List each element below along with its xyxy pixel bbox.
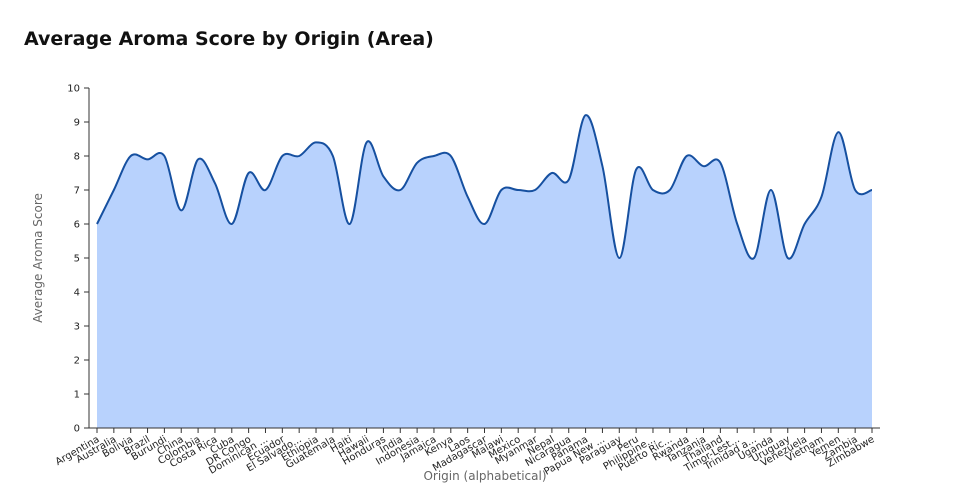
y-tick-label: 9 <box>74 118 80 129</box>
y-tick-label: 6 <box>74 220 80 231</box>
y-tick-label: 4 <box>74 288 80 299</box>
series-line <box>96 114 873 260</box>
y-tick-label: 8 <box>74 152 80 163</box>
y-tick-label: 2 <box>74 356 80 367</box>
chart-title: Average Aroma Score by Origin (Area) <box>24 28 434 50</box>
y-tick-label: 10 <box>67 84 80 95</box>
y-tick-label: 5 <box>74 254 80 265</box>
x-axis-label: Origin (alphabetical) <box>423 469 546 483</box>
y-tick-label: 1 <box>74 390 80 401</box>
y-tick-label: 7 <box>74 186 80 197</box>
y-axis: 0 1 2 3 4 5 6 7 8 9 10 <box>67 84 90 435</box>
y-tick-label: 3 <box>74 322 80 333</box>
y-tick-label: 0 <box>74 424 80 435</box>
plot-area <box>96 114 873 428</box>
y-axis-label: Average Aroma Score <box>31 193 45 323</box>
area-fill <box>97 115 872 428</box>
